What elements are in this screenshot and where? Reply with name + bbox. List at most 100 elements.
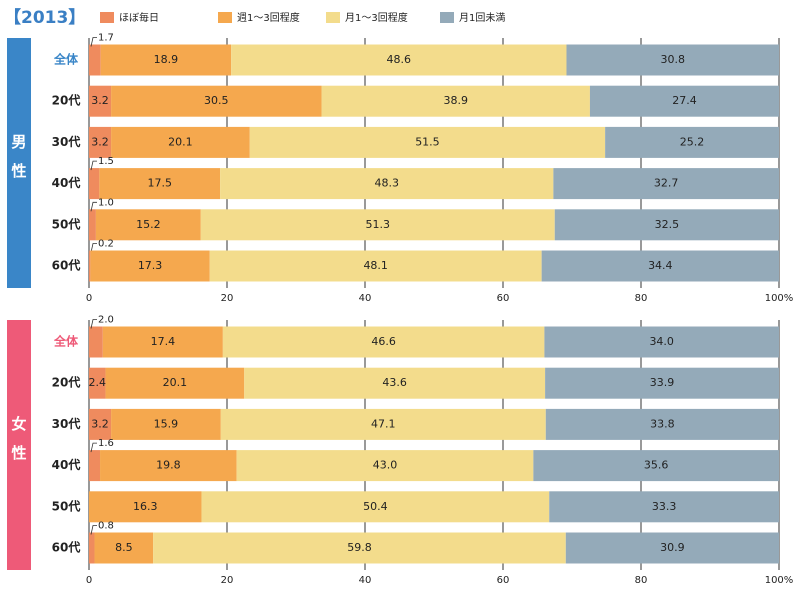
data-label: 1.5: [98, 156, 114, 167]
bar-segment: [105, 367, 245, 399]
bar-segment: [220, 408, 546, 440]
category-label: 40代: [52, 457, 81, 472]
bar-segment: [533, 450, 779, 482]
data-label: 48.6: [387, 53, 412, 66]
bar-segment: [111, 408, 221, 440]
legend-swatch: [326, 12, 340, 23]
bar-segment: [554, 209, 779, 241]
bar-segment: [605, 126, 779, 158]
data-label: 34.0: [649, 335, 674, 348]
data-label: 50.4: [363, 500, 388, 513]
bar-segment: [89, 408, 112, 440]
data-label: 27.4: [672, 94, 697, 107]
data-label: 33.3: [652, 500, 677, 513]
bar-segment: [222, 326, 545, 358]
category-label: 60代: [52, 540, 81, 555]
bar-segment: [89, 126, 112, 158]
bar-segment: [89, 209, 96, 241]
bar-segment: [201, 491, 550, 523]
bar-segment: [89, 85, 112, 117]
x-tick-label: 20: [221, 575, 234, 586]
data-label: 3.2: [91, 94, 109, 107]
category-label: 40代: [52, 175, 81, 190]
data-label: 20.1: [168, 135, 193, 148]
data-label: 17.3: [138, 259, 163, 272]
x-tick-label: 80: [635, 293, 648, 304]
x-tick-label: 80: [635, 575, 648, 586]
data-label: 46.6: [371, 335, 396, 348]
data-label: 35.6: [644, 459, 669, 472]
category-label: 30代: [52, 416, 81, 431]
chart-title: 【2013】: [4, 7, 85, 28]
data-label: 1.6: [98, 438, 114, 449]
data-label: 38.9: [443, 94, 468, 107]
bar-segment: [565, 532, 779, 564]
bar-segment: [90, 250, 210, 282]
bar-segment: [321, 85, 590, 117]
leader-line: [90, 243, 97, 253]
category-label: 50代: [52, 216, 81, 231]
bar-segment: [249, 126, 606, 158]
data-label: 17.5: [147, 177, 172, 190]
legend-swatch: [440, 12, 454, 23]
data-label: 51.5: [415, 135, 440, 148]
x-tick-label: 20: [221, 293, 234, 304]
bar-segment: [231, 44, 567, 76]
data-label: 32.5: [655, 218, 680, 231]
bar-segment: [89, 250, 91, 282]
data-label: 15.9: [154, 417, 179, 430]
bar-segment: [244, 367, 546, 399]
data-label: 25.2: [680, 135, 705, 148]
group-label: 女性: [7, 320, 31, 570]
bar-segment: [545, 367, 779, 399]
x-tick-label: 0: [86, 575, 92, 586]
data-label: 47.1: [371, 417, 396, 430]
bar-segment: [89, 367, 106, 399]
data-label: 3.2: [91, 417, 109, 430]
bar-segment: [209, 250, 542, 282]
x-tick-label: 60: [497, 575, 510, 586]
legend-label: 月1～3回程度: [345, 11, 408, 24]
leader-line: [90, 442, 97, 453]
bar-segment: [94, 532, 154, 564]
data-label: 30.9: [660, 541, 685, 554]
bar-segment: [220, 168, 554, 200]
bar-segment: [541, 250, 779, 282]
data-label: 1.0: [98, 197, 114, 208]
x-tick-label: 60: [497, 293, 510, 304]
bar-segment: [553, 168, 779, 200]
x-tick-label: 0: [86, 293, 92, 304]
bar-segment: [111, 85, 322, 117]
bar-segment: [95, 209, 201, 241]
data-label: 33.8: [650, 417, 675, 430]
legend-swatch: [218, 12, 232, 23]
data-label: 2.0: [98, 315, 114, 326]
leader-line: [90, 37, 97, 47]
bar-segment: [200, 209, 555, 241]
data-label: 1.7: [98, 33, 114, 44]
bar-segment: [89, 168, 100, 200]
group-label: 男性: [7, 38, 31, 288]
category-label: 60代: [52, 258, 81, 273]
category-label: 20代: [52, 375, 81, 390]
leader-line: [90, 201, 97, 212]
bar-segment: [102, 326, 223, 358]
data-label: 51.3: [366, 218, 391, 231]
bar-segment: [99, 168, 221, 200]
legend-swatch: [100, 12, 114, 23]
leader-line: [90, 525, 97, 535]
bar-segment: [566, 44, 779, 76]
data-label: 48.3: [374, 177, 399, 190]
bar-segment: [153, 532, 566, 564]
legend-label: 月1回未満: [459, 12, 505, 24]
data-label: 33.9: [650, 376, 675, 389]
category-label: 30代: [52, 134, 81, 149]
x-tick-label: 40: [359, 293, 372, 304]
data-label: 18.9: [154, 53, 179, 66]
bar-segment: [100, 450, 237, 482]
data-label: 30.5: [204, 94, 229, 107]
bar-segment: [89, 44, 101, 76]
bar-segment: [89, 532, 95, 564]
bar-segment: [111, 126, 250, 158]
